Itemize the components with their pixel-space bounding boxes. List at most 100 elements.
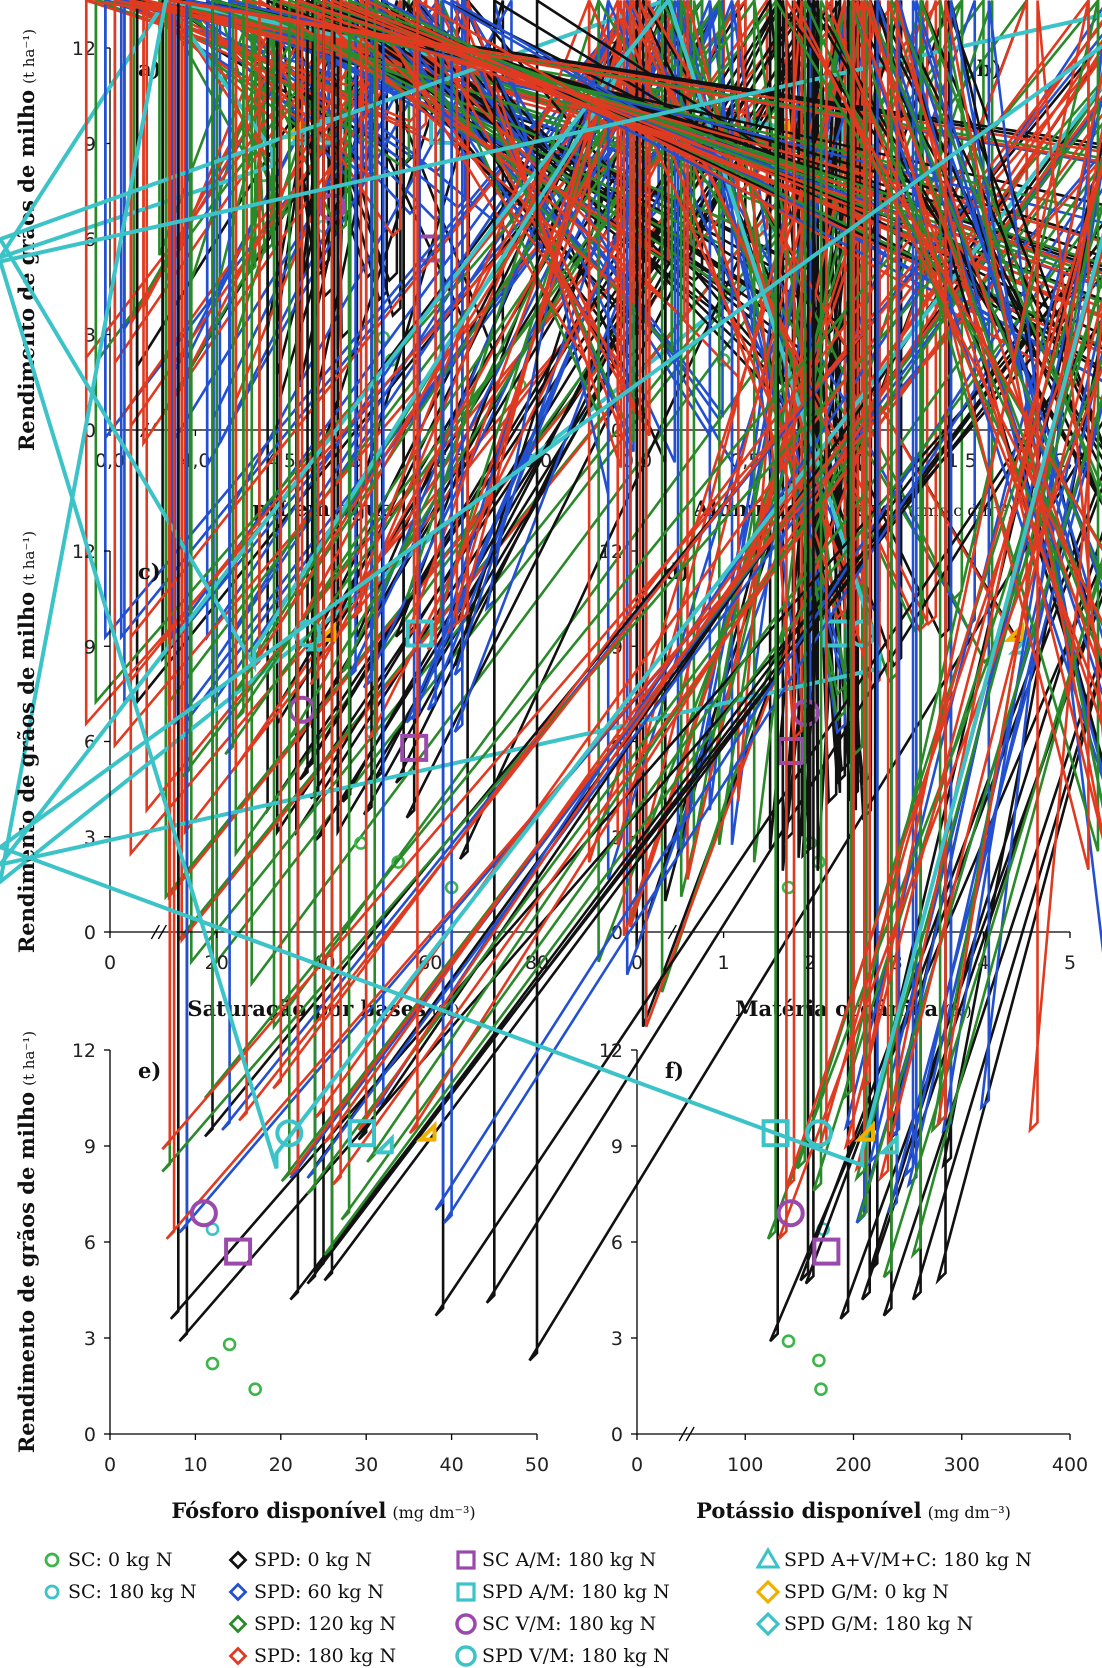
panel-label: c) bbox=[138, 559, 161, 584]
data-point-spdavmc bbox=[0, 0, 882, 867]
legend-label: SPD G/M: 180 kg N bbox=[784, 1613, 973, 1635]
data-point-spd180 bbox=[878, 0, 1102, 1183]
y-tick-label: 6 bbox=[611, 1232, 623, 1254]
x-axis-label-text: Fósforo disponível bbox=[171, 1498, 386, 1523]
series-spdam bbox=[761, 1119, 790, 1148]
y-tick-label: 0 bbox=[84, 1424, 96, 1446]
x-tick-label: 40 bbox=[440, 1454, 464, 1476]
data-point-spd120 bbox=[306, 0, 1102, 1195]
x-tick-label: 100 bbox=[727, 1454, 763, 1476]
data-point-spdgm180 bbox=[372, 1133, 394, 1155]
y-axis-label: Rendimento de grãos de milho(t ha⁻¹) bbox=[14, 1031, 39, 1453]
data-point-spd0 bbox=[799, 0, 1102, 1282]
legend-marker-icon bbox=[228, 1550, 248, 1570]
data-point-spdvm bbox=[804, 1119, 833, 1148]
x-tick-label: 5 bbox=[1064, 952, 1076, 974]
data-point-spd60 bbox=[906, 0, 1102, 1189]
y-tick-label: 6 bbox=[84, 732, 96, 754]
legend-item-sc180: SC: 180 kg N bbox=[44, 1581, 197, 1603]
y-axis-label: Rendimento de grãos de milho(t ha⁻¹) bbox=[14, 531, 39, 953]
legend-item-sc0: SC: 0 kg N bbox=[44, 1549, 172, 1571]
y-tick-label: 6 bbox=[84, 1232, 96, 1254]
series-spd120 bbox=[766, 0, 1102, 1279]
data-point-spd60 bbox=[374, 0, 1102, 1109]
x-tick-label: 1 bbox=[718, 952, 730, 974]
x-axis-label-text: Potássio disponível bbox=[696, 1498, 921, 1523]
series-scvm bbox=[189, 1199, 218, 1228]
y-axis-unit: (t ha⁻¹) bbox=[20, 29, 38, 84]
y-tick-label: 9 bbox=[84, 636, 96, 658]
y-tick-label: 3 bbox=[84, 1328, 96, 1350]
data-point-spd120 bbox=[766, 0, 1102, 1240]
data-point-spd0 bbox=[169, 0, 1102, 1320]
y-axis-label: Rendimento de grãos de milho(t ha⁻¹) bbox=[14, 29, 39, 451]
axis-break-icon bbox=[150, 924, 167, 940]
panel-label: f) bbox=[665, 1058, 684, 1083]
data-point-sc0 bbox=[248, 1382, 262, 1396]
data-point-spd180 bbox=[457, 0, 623, 626]
data-point-spdgm0 bbox=[1003, 621, 1025, 642]
series-spdgm0 bbox=[415, 1120, 437, 1142]
y-axis-label-text: Rendimento de grãos de milho bbox=[14, 592, 39, 953]
legend-marker-icon bbox=[228, 1582, 248, 1602]
data-point-spd180 bbox=[238, 0, 1102, 1122]
data-point-spd0 bbox=[769, 0, 1102, 1343]
data-point-spd180 bbox=[860, 0, 1090, 1093]
legend-marker-icon bbox=[755, 1579, 781, 1605]
series-scam bbox=[224, 1237, 253, 1266]
legend-marker-icon bbox=[755, 1611, 781, 1637]
y-tick-label: 0 bbox=[611, 922, 623, 944]
legend-label: SPD: 0 kg N bbox=[254, 1549, 372, 1571]
legend-marker-icon bbox=[228, 1646, 248, 1666]
data-point-spd0 bbox=[839, 0, 1102, 1320]
chart-legend: SC: 0 kg N SC: 180 kg N SPD: 0 kg N SPD: 60… bbox=[44, 1547, 1032, 1667]
x-tick-label: 0 bbox=[104, 952, 116, 974]
data-point-spd180 bbox=[785, 0, 1102, 1189]
data-point-spd180 bbox=[161, 0, 1102, 1151]
data-point-spd180 bbox=[587, 0, 864, 863]
data-point-spd60 bbox=[903, 0, 1102, 1179]
data-point-spd60 bbox=[221, 0, 1102, 1131]
series-sc0 bbox=[781, 1334, 828, 1396]
data-point-spd180 bbox=[843, 0, 1102, 1151]
data-point-spd60 bbox=[867, 0, 1102, 1167]
legend-label: SPD: 180 kg N bbox=[254, 1645, 396, 1667]
data-point-spd120 bbox=[366, 0, 1102, 1163]
y-tick-label: 9 bbox=[84, 1136, 96, 1158]
data-point-spd180 bbox=[426, 0, 651, 651]
data-point-spdam bbox=[405, 619, 434, 648]
y-tick-label: 9 bbox=[611, 1136, 623, 1158]
legend-item-scvm: SC V/M: 180 kg N bbox=[455, 1613, 656, 1635]
data-point-spd120 bbox=[910, 0, 1102, 1260]
y-tick-label: 0 bbox=[611, 1424, 623, 1446]
data-point-spd120 bbox=[882, 0, 1102, 1279]
data-point-spd180 bbox=[854, 0, 1102, 1173]
legend-marker-icon bbox=[44, 1552, 60, 1568]
data-point-spd0 bbox=[485, 0, 1102, 1304]
data-point-spd180 bbox=[1028, 0, 1102, 1134]
data-point-sc0 bbox=[205, 1356, 220, 1371]
legend-label: SC A/M: 180 kg N bbox=[482, 1549, 656, 1571]
series-spdavmc bbox=[0, 0, 882, 867]
data-point-spdgm0 bbox=[854, 1120, 876, 1142]
data-point-spd0 bbox=[663, 0, 903, 902]
y-axis-unit: (t ha⁻¹) bbox=[20, 1031, 38, 1086]
series-spdgm0 bbox=[854, 1120, 876, 1142]
data-point-spd0 bbox=[804, 0, 1102, 1285]
data-point-scam bbox=[224, 1237, 253, 1266]
data-point-spd180 bbox=[936, 0, 1102, 1128]
legend-marker-icon bbox=[755, 1547, 781, 1569]
data-point-spd180 bbox=[777, 0, 1102, 1240]
data-point-spd120 bbox=[930, 0, 1102, 1134]
series-scvm bbox=[776, 1199, 805, 1228]
series-scam bbox=[812, 1237, 841, 1266]
x-axis-label: Fósforo disponível (mg dm⁻³) bbox=[171, 1498, 475, 1523]
data-point-scam bbox=[400, 733, 429, 762]
legend-label: SPD A/M: 180 kg N bbox=[482, 1581, 670, 1603]
x-tick-label: 30 bbox=[354, 1454, 378, 1476]
y-tick-label: 12 bbox=[599, 1040, 623, 1062]
legend-item-spdgm0: SPD G/M: 0 kg N bbox=[755, 1579, 949, 1605]
data-point-sc0 bbox=[391, 855, 406, 869]
